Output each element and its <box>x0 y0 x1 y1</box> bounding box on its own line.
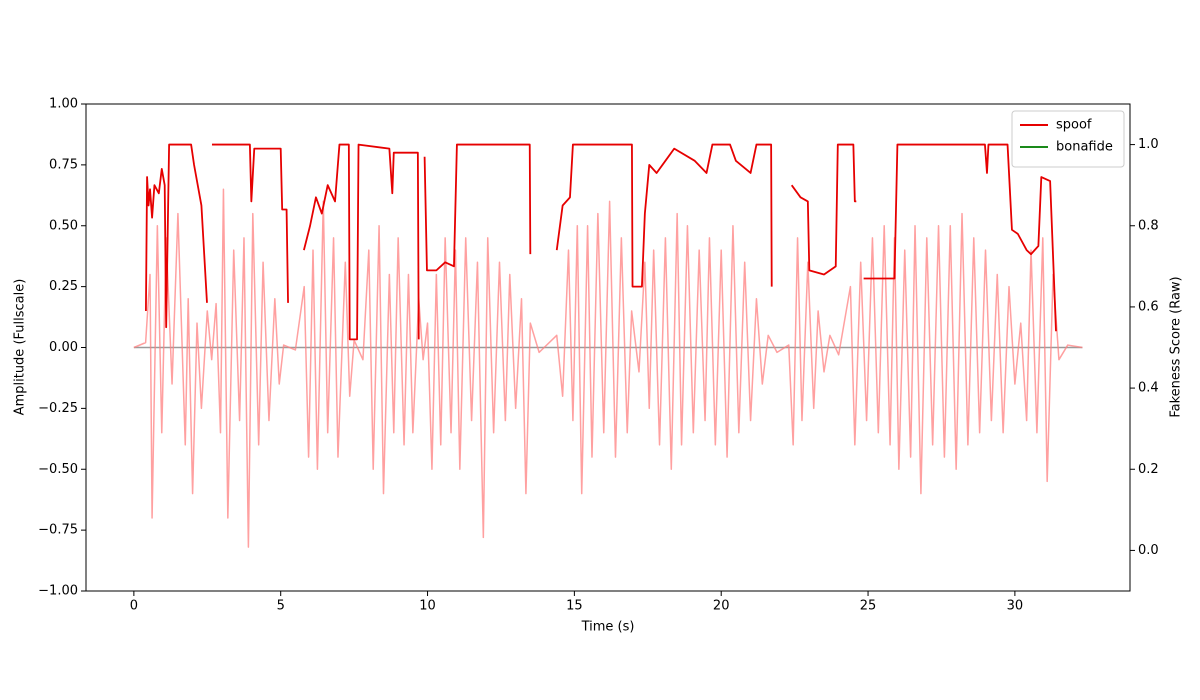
x-tick-label: 25 <box>860 599 877 614</box>
y2-axis-label: Fakeness Score (Raw) <box>1169 276 1184 417</box>
series-line <box>133 188 1083 548</box>
y-tick-label: −0.25 <box>38 401 78 416</box>
y-tick-label: 0.25 <box>49 279 78 294</box>
y-axis-label: Amplitude (Fullscale) <box>13 279 28 416</box>
series-line <box>145 143 1057 341</box>
y2-tick-label: 0.4 <box>1138 381 1159 396</box>
y2-tick-label: 0.8 <box>1138 218 1159 233</box>
y-tick-label: −0.50 <box>38 462 78 477</box>
x-tick-label: 20 <box>713 599 730 614</box>
x-tick-label: 30 <box>1007 599 1024 614</box>
y-tick-label: 0.50 <box>49 218 78 233</box>
legend-label: spoof <box>1056 118 1092 133</box>
y2-tick-label: 1.0 <box>1138 137 1159 152</box>
y2-tick-label: 0.2 <box>1138 462 1159 477</box>
x-tick-label: 10 <box>419 599 436 614</box>
y-tick-label: −0.75 <box>38 523 78 538</box>
x-tick-label: 5 <box>277 599 285 614</box>
y-tick-label: −1.00 <box>38 584 78 599</box>
legend-label: bonafide <box>1056 140 1113 155</box>
y-tick-label: 0.75 <box>49 157 78 172</box>
x-axis-label: Time (s) <box>581 620 635 635</box>
y2-tick-label: 0.0 <box>1138 543 1159 558</box>
x-tick-label: 0 <box>130 599 138 614</box>
y2-tick-label: 0.6 <box>1138 299 1159 314</box>
plot-frame <box>85 103 1131 592</box>
x-tick-label: 15 <box>566 599 583 614</box>
y-tick-label: 0.00 <box>49 340 78 355</box>
y-tick-label: 1.00 <box>49 97 78 112</box>
